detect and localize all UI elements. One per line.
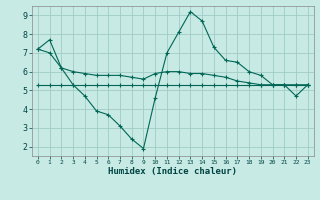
- X-axis label: Humidex (Indice chaleur): Humidex (Indice chaleur): [108, 167, 237, 176]
